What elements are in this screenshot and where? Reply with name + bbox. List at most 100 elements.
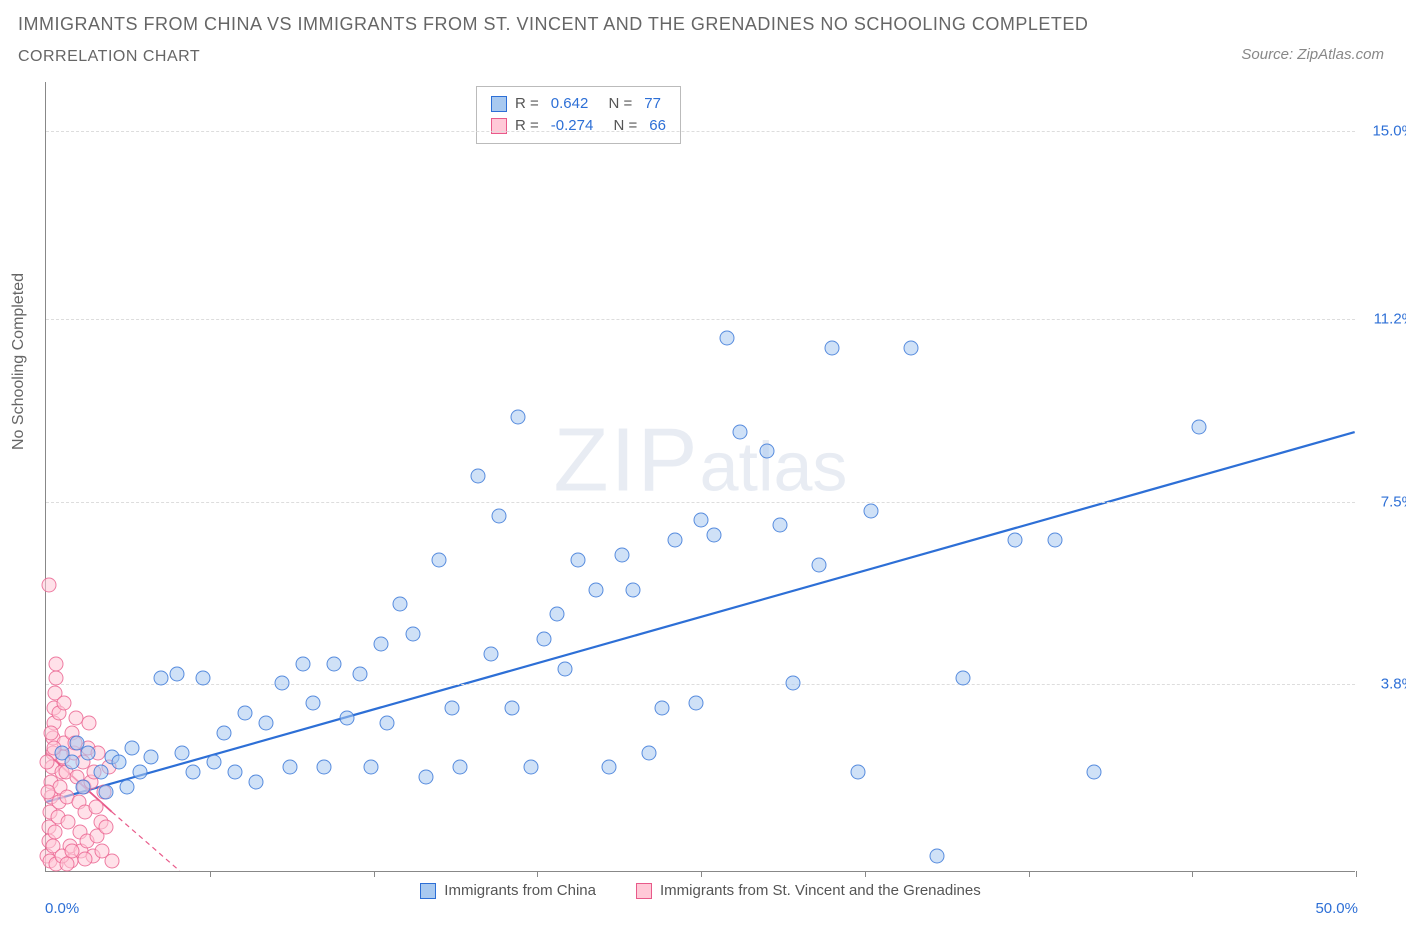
x-axis-min-label: 0.0%: [45, 900, 79, 917]
data-point: [94, 765, 109, 780]
legend-item-blue: Immigrants from China: [420, 882, 596, 899]
source-attribution: Source: ZipAtlas.com: [1241, 46, 1384, 63]
data-point: [549, 607, 564, 622]
data-point: [392, 597, 407, 612]
data-point: [75, 780, 90, 795]
correlation-legend: R = 0.642 N = 77 R = -0.274 N = 66: [476, 86, 681, 144]
data-point: [707, 528, 722, 543]
scatter-plot-area: ZIPatlas R = 0.642 N = 77 R = -0.274 N =…: [45, 82, 1355, 872]
gridline: [46, 502, 1355, 503]
data-point: [1008, 533, 1023, 548]
data-point: [851, 765, 866, 780]
source-label: Source:: [1241, 46, 1293, 63]
gridline: [46, 319, 1355, 320]
data-point: [41, 785, 56, 800]
data-point: [557, 661, 572, 676]
data-point: [864, 503, 879, 518]
data-point: [570, 552, 585, 567]
y-tick-label: 7.5%: [1360, 493, 1406, 510]
watermark: ZIPatlas: [554, 409, 848, 512]
legend-label: Immigrants from China: [444, 882, 596, 899]
legend-row-pink: R = -0.274 N = 66: [491, 115, 666, 137]
data-point: [206, 755, 221, 770]
data-point: [811, 557, 826, 572]
chart-title-line2: CORRELATION CHART: [18, 48, 200, 66]
data-point: [316, 760, 331, 775]
data-point: [405, 627, 420, 642]
data-point: [452, 760, 467, 775]
data-point: [185, 765, 200, 780]
data-point: [1087, 765, 1102, 780]
data-point: [65, 755, 80, 770]
y-tick-label: 3.8%: [1360, 676, 1406, 693]
y-axis-label: No Schooling Completed: [10, 273, 28, 450]
data-point: [1191, 419, 1206, 434]
watermark-atlas: atlas: [700, 427, 848, 505]
r-label: R =: [515, 115, 539, 137]
data-point: [956, 671, 971, 686]
data-point: [99, 819, 114, 834]
r-label: R =: [515, 93, 539, 115]
data-point: [785, 676, 800, 691]
source-name: ZipAtlas.com: [1297, 46, 1384, 63]
data-point: [282, 760, 297, 775]
gridline: [46, 684, 1355, 685]
data-point: [306, 696, 321, 711]
data-point: [78, 851, 93, 866]
data-point: [536, 631, 551, 646]
data-point: [641, 745, 656, 760]
legend-row-blue: R = 0.642 N = 77: [491, 93, 666, 115]
data-point: [154, 671, 169, 686]
data-point: [929, 849, 944, 864]
data-point: [363, 760, 378, 775]
data-point: [196, 671, 211, 686]
data-point: [48, 671, 63, 686]
watermark-zip: ZIP: [554, 410, 700, 510]
data-point: [274, 676, 289, 691]
n-label: N =: [613, 115, 637, 137]
regression-lines: [46, 82, 1355, 871]
data-point: [227, 765, 242, 780]
data-point: [602, 760, 617, 775]
data-point: [80, 745, 95, 760]
data-point: [49, 656, 64, 671]
data-point: [82, 715, 97, 730]
swatch-blue-icon: [420, 883, 436, 899]
data-point: [505, 701, 520, 716]
data-point: [523, 760, 538, 775]
data-point: [120, 780, 135, 795]
data-point: [353, 666, 368, 681]
r-value: 0.642: [551, 93, 589, 115]
data-point: [217, 725, 232, 740]
n-value: 66: [649, 115, 666, 137]
x-axis-max-label: 50.0%: [1315, 900, 1358, 917]
gridline: [46, 131, 1355, 132]
data-point: [99, 785, 114, 800]
y-tick-label: 15.0%: [1360, 123, 1406, 140]
data-point: [125, 740, 140, 755]
data-point: [41, 577, 56, 592]
x-tick: [374, 871, 375, 877]
data-point: [471, 469, 486, 484]
x-tick: [1192, 871, 1193, 877]
data-point: [238, 706, 253, 721]
series-legend: Immigrants from China Immigrants from St…: [46, 882, 1355, 899]
data-point: [57, 696, 72, 711]
data-point: [340, 710, 355, 725]
data-point: [510, 409, 525, 424]
data-point: [418, 770, 433, 785]
x-tick: [1029, 871, 1030, 877]
x-tick: [865, 871, 866, 877]
data-point: [170, 666, 185, 681]
data-point: [295, 656, 310, 671]
data-point: [492, 508, 507, 523]
chart-title-line1: IMMIGRANTS FROM CHINA VS IMMIGRANTS FROM…: [18, 14, 1088, 35]
legend-item-pink: Immigrants from St. Vincent and the Gren…: [636, 882, 981, 899]
data-point: [484, 646, 499, 661]
n-label: N =: [608, 93, 632, 115]
data-point: [143, 750, 158, 765]
n-value: 77: [644, 93, 661, 115]
swatch-pink-icon: [636, 883, 652, 899]
x-tick: [537, 871, 538, 877]
data-point: [112, 755, 127, 770]
